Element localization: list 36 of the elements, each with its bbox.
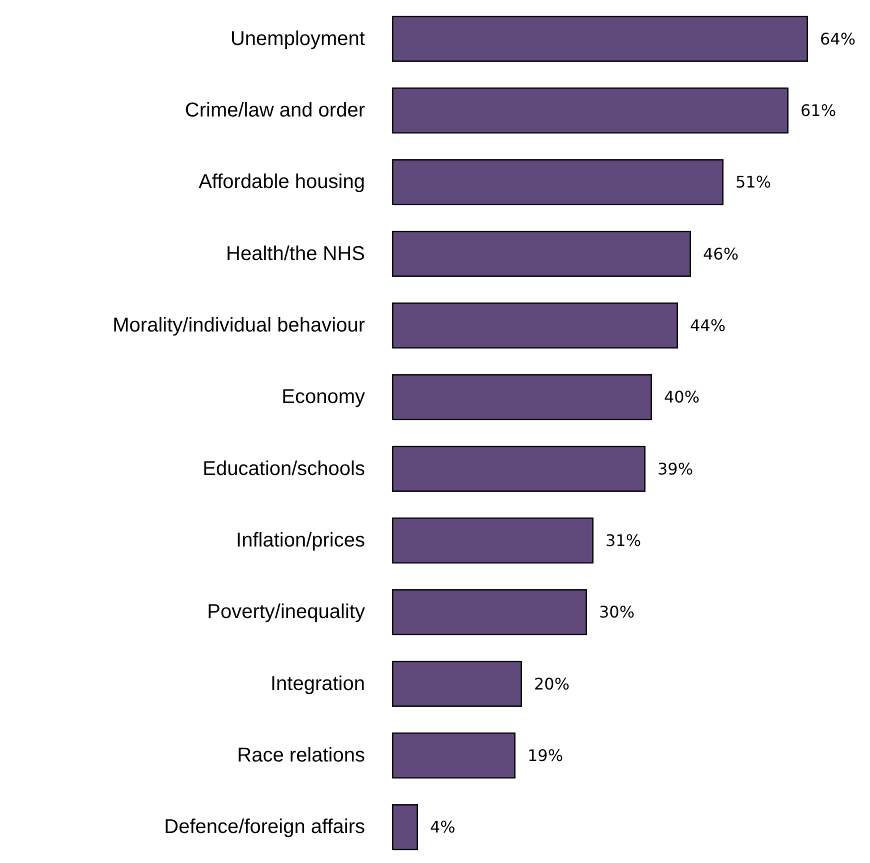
y-tick-label: Health/the NHS	[226, 242, 365, 265]
y-tick-label: Defence/foreign affairs	[164, 816, 365, 838]
data-label: 30%	[599, 602, 635, 622]
y-tick-label: Education/schools	[202, 458, 365, 480]
bar	[392, 159, 724, 206]
y-tick-label: Poverty/inequality	[207, 601, 365, 624]
y-tick-label: Crime/law and order	[184, 100, 366, 122]
y-tick-label: Integration	[270, 672, 365, 695]
bar	[392, 589, 587, 636]
bar	[392, 518, 594, 564]
bar	[392, 804, 418, 850]
y-tick-label: Unemployment	[230, 28, 366, 50]
data-label: 39%	[658, 459, 694, 478]
y-tick-label: Affordable housing	[198, 171, 365, 194]
data-label: 20%	[534, 674, 570, 694]
y-tick-label: Economy	[282, 386, 365, 408]
bar	[392, 230, 691, 277]
data-label: 44%	[690, 316, 726, 335]
y-tick-label: Morality/individual behaviour	[112, 314, 366, 336]
data-label: 40%	[664, 388, 700, 407]
data-label: 64%	[820, 29, 856, 48]
y-tick-label: Inflation/prices	[236, 530, 365, 552]
bar	[392, 374, 652, 420]
bar	[392, 88, 788, 134]
bar	[392, 660, 522, 707]
bar	[392, 16, 808, 62]
data-label: 51%	[736, 172, 772, 192]
data-label: 31%	[606, 531, 642, 550]
y-tick-label: Race relations	[237, 744, 365, 766]
bar	[392, 732, 516, 778]
bar	[392, 446, 646, 492]
bar	[392, 302, 678, 348]
data-label: 19%	[528, 746, 564, 765]
data-label: 61%	[800, 101, 836, 120]
data-label: 46%	[703, 244, 739, 264]
data-label: 4%	[430, 818, 456, 837]
